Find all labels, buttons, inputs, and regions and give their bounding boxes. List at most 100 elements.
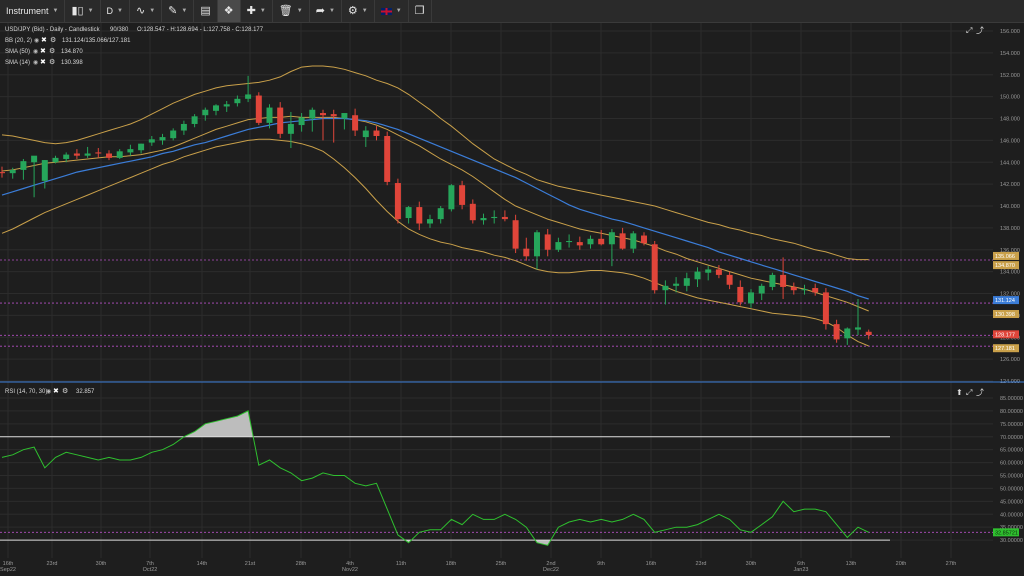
drawing-button[interactable]: ✎ ▼ [162, 0, 195, 22]
candles [0, 75, 872, 345]
candle-body [855, 327, 861, 330]
candle [544, 228, 551, 257]
expand-icon[interactable]: ⤢ [965, 388, 972, 397]
eye-icon[interactable]: ◉ [33, 60, 38, 66]
candle [683, 272, 690, 292]
rsi-tick-label: 45.00000 [1000, 499, 1023, 505]
price-tick-label: 156.000 [1000, 29, 1020, 35]
candle [234, 95, 241, 107]
price-legend: USD/JPY (Bid) - Daily - Candlestick 90/3… [5, 27, 264, 66]
candle [705, 266, 712, 281]
candle-body [523, 248, 530, 257]
legend-sma50-value: 134.870 [61, 49, 83, 55]
candle [138, 143, 145, 154]
chevron-down-icon: ▼ [395, 8, 402, 14]
candle-body [277, 107, 284, 134]
candle [287, 111, 294, 149]
price-axis: 156.000 154.000 152.000 150.000 148.000 146.0… [993, 29, 1020, 385]
candle-body [544, 234, 551, 250]
candle-body [352, 115, 359, 131]
candle-body [223, 104, 230, 107]
popout-icon[interactable]: ⤴ [976, 387, 984, 397]
price-tick-label: 138.000 [1000, 226, 1020, 232]
candle-body [469, 203, 476, 221]
candle [576, 236, 583, 250]
price-tick-label: 154.000 [1000, 51, 1020, 57]
candle-body [41, 160, 48, 181]
time-tick-label: 11th [396, 561, 406, 567]
settings-button[interactable]: ⚙ ▼ [342, 0, 375, 22]
language-button[interactable]: ▼ [375, 0, 409, 22]
eye-icon[interactable]: ◉ [33, 49, 38, 55]
price-tick-label: 134.000 [1000, 270, 1020, 276]
candle-body [459, 185, 466, 205]
chevron-down-icon: ▼ [117, 8, 123, 14]
candle-body [491, 216, 498, 219]
time-tick-label: 25th [496, 561, 507, 567]
eye-icon[interactable]: ◉ [34, 38, 39, 44]
indicator-button[interactable]: ∿ ▼ [130, 0, 163, 22]
candle-body [341, 113, 348, 119]
last-value-badge [993, 310, 1019, 319]
price-tick-label: 150.000 [1000, 95, 1020, 101]
candle [459, 180, 466, 210]
candle-body [416, 207, 423, 224]
sma14-line [1, 115, 869, 312]
price-tick-label: 126.000 [1000, 357, 1020, 363]
gear-icon[interactable]: ⚙ [62, 387, 68, 395]
candle [341, 113, 348, 130]
candle-body [202, 109, 209, 116]
candle-body [662, 285, 669, 291]
move-up-icon[interactable]: ⬆ [956, 388, 963, 397]
eye-icon[interactable]: ◉ [46, 389, 51, 395]
sma50-line [1, 117, 869, 300]
candle [255, 92, 262, 126]
candle-body [266, 107, 273, 123]
rsi-tick-label: 50.00000 [1000, 486, 1023, 492]
remove-icon[interactable]: ✖ [40, 59, 46, 66]
bollinger-lower-line [1, 138, 869, 347]
candle [865, 329, 872, 340]
gear-icon[interactable]: ⚙ [49, 47, 55, 55]
fullscreen-button[interactable]: ❐ [409, 0, 432, 22]
candle-body [9, 169, 16, 174]
chevron-down-icon: ▼ [259, 8, 266, 14]
candle [41, 160, 48, 189]
popout-icon[interactable]: ⤴ [976, 25, 984, 35]
candle [748, 289, 754, 308]
price-tick-label: 152.000 [1000, 73, 1020, 79]
gear-icon[interactable]: ⚙ [49, 58, 55, 66]
candle-body [138, 143, 145, 151]
rsi-last-value-badge [993, 528, 1019, 537]
share-button[interactable]: ➦ ▼ [310, 0, 342, 22]
candle-body [95, 152, 102, 154]
candle [619, 227, 626, 250]
candle-type-button[interactable]: ▮▯ ▼ [65, 0, 101, 22]
remove-icon[interactable]: ✖ [41, 37, 47, 44]
candle-body [170, 130, 177, 139]
delete-button[interactable]: 🗑 ▼ [273, 0, 310, 22]
remove-icon[interactable]: ✖ [53, 388, 59, 395]
chevron-down-icon: ▼ [361, 8, 368, 14]
candle [427, 214, 433, 228]
expand-icon[interactable]: ⤢ [965, 26, 972, 35]
candle [555, 237, 562, 252]
candle [191, 114, 198, 128]
candle-body [287, 123, 294, 134]
template-button[interactable]: ▤ [194, 0, 218, 22]
gear-icon[interactable]: ⚙ [50, 36, 56, 44]
time-tick-label: 30th [96, 561, 107, 567]
instrument-button[interactable]: Instrument ▼ [0, 0, 66, 22]
timeframe-button[interactable]: D ▼ [101, 0, 130, 22]
candle-type-icon: ▮▯ [71, 4, 84, 17]
remove-icon[interactable]: ✖ [40, 48, 46, 55]
crosshair-button[interactable]: ✚ ▼ [241, 0, 273, 22]
layout-button[interactable]: ❖ [217, 0, 241, 22]
candle [405, 206, 412, 224]
candle-body [234, 98, 241, 104]
toolbar: Instrument ▼ ▮▯ ▼ D ▼ ∿ ▼ ✎ ▼ ▤ ❖ ✚ ▼ 🗑 … [0, 0, 1024, 23]
candle [822, 288, 829, 330]
candle [266, 104, 273, 129]
candle-body [330, 114, 337, 117]
candle [170, 128, 177, 141]
